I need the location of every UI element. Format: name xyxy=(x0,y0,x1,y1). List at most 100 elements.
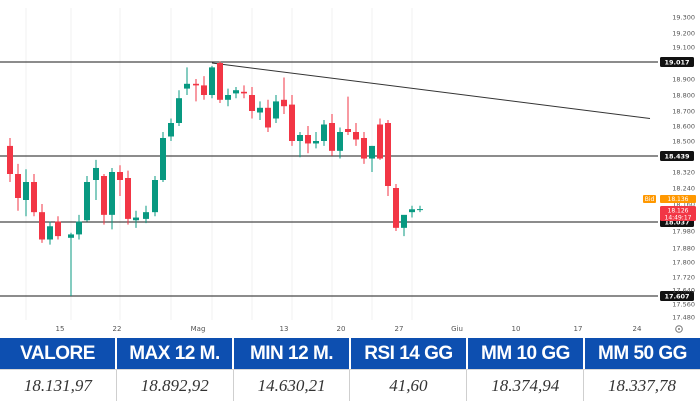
y-tick-label: 18.500 xyxy=(672,138,695,146)
candle xyxy=(273,95,279,123)
x-tick-label: Giu xyxy=(451,325,463,333)
candle-body xyxy=(68,234,74,238)
y-tick-label: 19.200 xyxy=(672,30,695,38)
y-axis: 19.300 19.200 19.100 18.900 18.800 18.700 18.6… xyxy=(643,14,696,322)
stat-value-mm-50gg: 18.337,78 xyxy=(608,375,677,395)
candle xyxy=(393,184,399,231)
candle-body xyxy=(93,167,99,180)
candle xyxy=(249,87,255,119)
candle-body xyxy=(241,91,247,94)
y-tick-label: 17.480 xyxy=(672,314,695,322)
candle-body xyxy=(15,174,21,198)
x-tick-label: 17 xyxy=(574,325,583,333)
candle xyxy=(289,95,295,146)
bid-tag-label: Bid xyxy=(645,196,655,203)
level-tag xyxy=(660,291,694,301)
candle xyxy=(241,85,247,99)
x-tick-label: 24 xyxy=(633,325,642,333)
candle-body xyxy=(176,98,182,123)
last-price-tag xyxy=(660,206,696,221)
candle-body xyxy=(39,212,45,240)
candle xyxy=(361,132,367,164)
candle-body xyxy=(7,145,13,174)
candle-body xyxy=(160,138,166,180)
stat-header-valore: VALORE xyxy=(0,338,117,369)
countdown-label: 14:49:17 xyxy=(665,215,692,222)
candle-body xyxy=(55,221,61,237)
y-tick-label: 18.240 xyxy=(672,185,695,193)
candle-body xyxy=(31,182,37,213)
candle-body xyxy=(209,67,215,95)
x-tick-label: 10 xyxy=(512,325,521,333)
candle-body xyxy=(313,141,319,144)
candle-body xyxy=(289,104,295,141)
candle xyxy=(305,126,311,154)
x-tick-label: 13 xyxy=(280,325,289,333)
x-tick-label: Mag xyxy=(191,325,206,333)
stat-value-rsi-14gg: 41,60 xyxy=(350,370,468,401)
candle xyxy=(337,127,343,159)
candle xyxy=(369,145,375,172)
candle-body xyxy=(273,101,279,119)
candle xyxy=(184,67,190,95)
candle xyxy=(143,205,149,224)
candle xyxy=(409,205,415,218)
candle-body xyxy=(265,107,271,128)
candle-body xyxy=(152,180,158,213)
candle xyxy=(385,120,391,196)
candle xyxy=(297,132,303,158)
candle xyxy=(233,87,239,99)
candle-body xyxy=(393,188,399,228)
y-tick-label: 17.980 xyxy=(672,228,695,236)
candle-body xyxy=(417,209,423,211)
last-price-label: 18.126 xyxy=(668,208,689,215)
candle-body xyxy=(305,135,311,144)
y-tick-label: 18.600 xyxy=(672,123,695,131)
candle xyxy=(377,118,383,160)
candle-body xyxy=(76,221,82,235)
candle xyxy=(225,88,231,107)
candlestick-chart[interactable]: 19.017 18.439 18.037 17.607 19.300 19.200 19.… xyxy=(0,0,700,338)
gear-icon[interactable] xyxy=(675,325,683,333)
candle xyxy=(265,99,271,132)
candle xyxy=(7,138,13,182)
y-tick-label: 19.100 xyxy=(672,44,695,52)
trendline-group xyxy=(211,62,651,119)
candle-body xyxy=(101,176,107,215)
x-tick-label: 20 xyxy=(337,325,346,333)
stats-value-row: 18.131,97 18.892,92 14.630,21 41,60 18.3… xyxy=(0,369,700,401)
candle-body xyxy=(353,132,359,140)
candle xyxy=(321,120,327,146)
candle-body xyxy=(297,135,303,141)
candle-body xyxy=(168,123,174,137)
candle xyxy=(353,123,359,146)
y-tick-label: 17.560 xyxy=(672,301,695,309)
candle-body xyxy=(385,123,391,186)
x-tick-label: 15 xyxy=(56,325,65,333)
candle-body xyxy=(201,85,207,95)
bid-tag xyxy=(643,195,656,203)
candles xyxy=(7,61,423,296)
candle-body xyxy=(225,95,231,100)
candle-body xyxy=(329,123,335,151)
candle xyxy=(345,96,351,135)
grid-lines xyxy=(25,8,413,320)
candle xyxy=(109,167,115,230)
candle xyxy=(257,101,263,120)
candle-body xyxy=(125,178,131,219)
stat-header-rsi-14gg: RSI 14 GG xyxy=(351,338,468,369)
candle xyxy=(176,90,182,126)
stats-header-row: VALORE MAX 12 M. MIN 12 M. RSI 14 GG MM … xyxy=(0,338,700,369)
y-tick-label: 17.800 xyxy=(672,259,695,267)
level-label: 17.607 xyxy=(664,293,689,301)
candle-body xyxy=(217,63,223,100)
candle-body xyxy=(361,138,367,159)
candle xyxy=(68,232,74,296)
candle xyxy=(93,159,99,200)
level-label: 18.037 xyxy=(664,219,689,227)
candle-body xyxy=(257,107,263,113)
bid-price-label: 18.136 xyxy=(668,196,689,203)
trendline xyxy=(211,62,651,119)
y-tick-label: 18.320 xyxy=(672,169,695,177)
